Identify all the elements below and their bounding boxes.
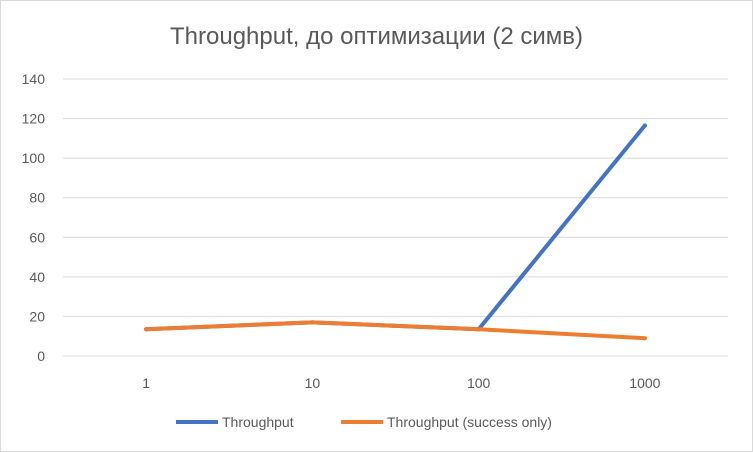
series-line-1 xyxy=(144,123,647,332)
y-tick-label: 20 xyxy=(29,308,45,324)
y-tick-label: 120 xyxy=(22,111,46,127)
x-tick-label: 10 xyxy=(305,375,321,391)
data-point xyxy=(144,327,149,332)
y-tick-label: 0 xyxy=(37,348,45,364)
series-line-2 xyxy=(144,320,647,341)
chart-title: Throughput, до оптимизации (2 симв) xyxy=(170,23,583,50)
x-tick-label: 1000 xyxy=(629,375,660,391)
y-tick-label: 60 xyxy=(29,229,45,245)
x-tick-label: 100 xyxy=(467,375,491,391)
data-point xyxy=(310,320,315,325)
legend-label: Throughput (success only) xyxy=(387,414,552,430)
data-point xyxy=(642,336,647,341)
y-tick-label: 140 xyxy=(22,71,46,87)
y-tick-label: 40 xyxy=(29,269,45,285)
x-tick-label: 1 xyxy=(142,375,150,391)
y-tick-label: 100 xyxy=(22,150,46,166)
legend-label: Throughput xyxy=(222,414,294,430)
data-point xyxy=(476,327,481,332)
y-tick-label: 80 xyxy=(29,190,45,206)
data-point xyxy=(642,123,647,128)
